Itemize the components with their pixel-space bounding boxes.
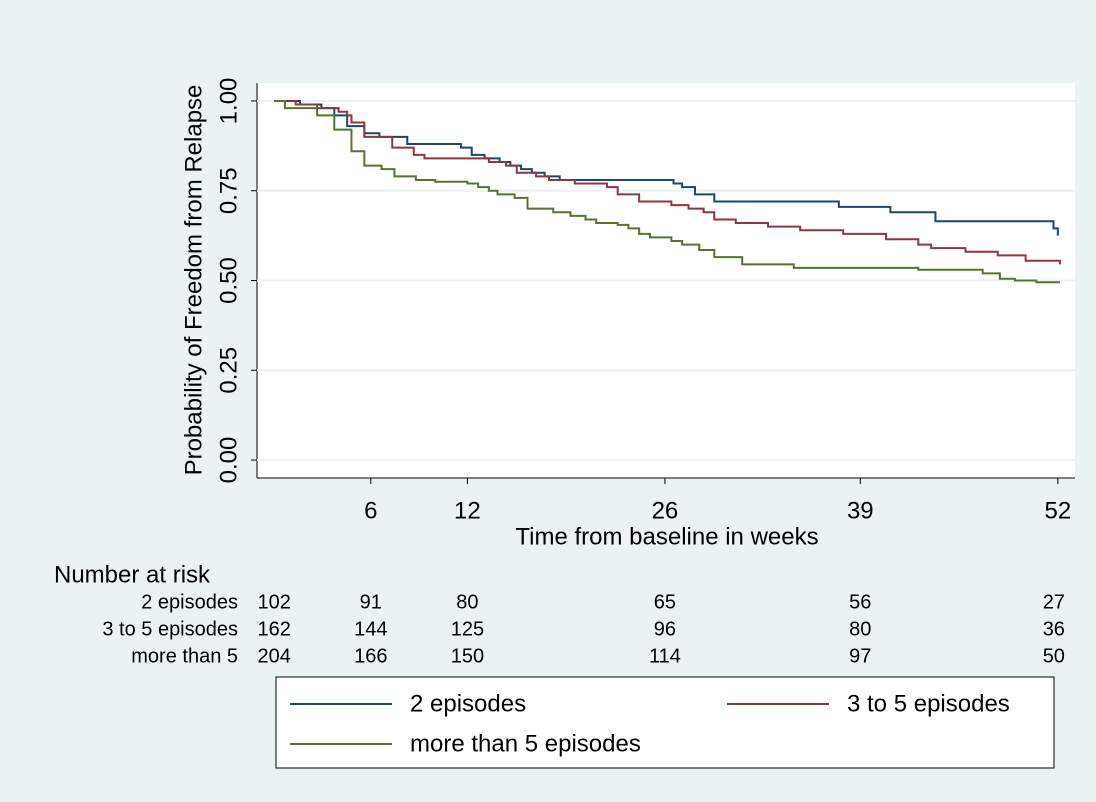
risk-row-label: 2 episodes — [141, 591, 238, 613]
x-tick-label: 6 — [364, 497, 377, 524]
risk-count: 80 — [849, 618, 871, 640]
risk-count: 166 — [354, 645, 387, 667]
risk-count: 96 — [654, 618, 676, 640]
risk-count: 50 — [1043, 645, 1065, 667]
km-curve — [274, 99, 1061, 265]
y-tick-label: 0.25 — [215, 347, 242, 394]
risk-count: 150 — [451, 645, 484, 667]
risk-count: 162 — [257, 618, 290, 640]
legend-label: 2 episodes — [410, 690, 526, 717]
y-tick-label: 0.50 — [215, 257, 242, 304]
risk-count: 91 — [360, 591, 382, 613]
legend-label: 3 to 5 episodes — [847, 690, 1010, 717]
y-axis-title: Probability of Freedom from Relapse — [180, 85, 207, 476]
km-curve — [274, 99, 1059, 236]
risk-count: 204 — [257, 645, 290, 667]
risk-count: 125 — [451, 618, 484, 640]
x-tick-label: 12 — [454, 497, 481, 524]
km-curve — [274, 99, 1060, 284]
legend-label: more than 5 episodes — [410, 730, 641, 757]
y-tick-label: 0.00 — [215, 437, 242, 484]
risk-count: 80 — [456, 591, 478, 613]
y-tick-label: 0.75 — [215, 167, 242, 214]
x-tick-label: 39 — [847, 497, 874, 524]
legend — [275, 676, 1055, 769]
risk-count: 36 — [1043, 618, 1065, 640]
risk-count: 65 — [654, 591, 676, 613]
risk-row-label: 3 to 5 episodes — [102, 618, 238, 640]
x-tick-label: 26 — [652, 497, 679, 524]
risk-count: 114 — [649, 645, 681, 667]
risk-count: 97 — [849, 645, 871, 667]
x-axis-title: Time from baseline in weeks — [515, 523, 818, 550]
risk-count: 102 — [257, 591, 290, 613]
risk-count: 144 — [354, 618, 387, 640]
risk-row-label: more than 5 — [131, 645, 238, 667]
risk-count: 27 — [1043, 591, 1065, 613]
y-tick-label: 1.00 — [215, 78, 242, 125]
risk-table-title: Number at risk — [54, 561, 211, 588]
x-tick-label: 52 — [1044, 497, 1071, 524]
risk-count: 56 — [849, 591, 871, 613]
